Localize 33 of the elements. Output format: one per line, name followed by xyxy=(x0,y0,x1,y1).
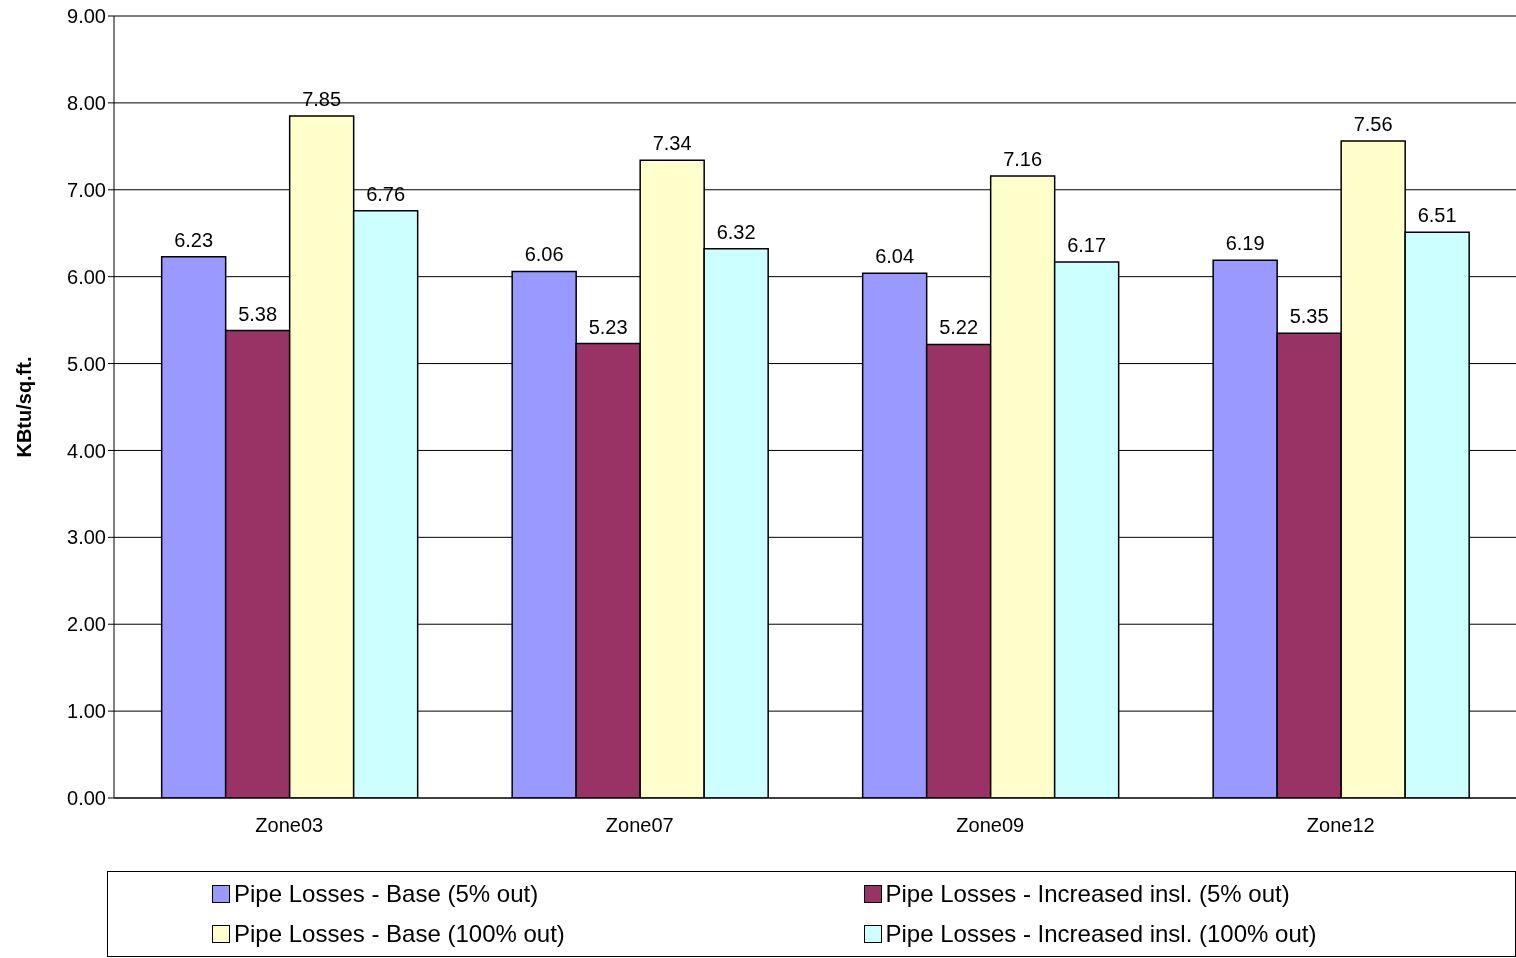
x-tick-label: Zone09 xyxy=(956,814,1025,837)
data-label: 6.23 xyxy=(174,228,214,251)
y-tick-label: 2.00 xyxy=(67,613,106,636)
x-tick-label: Zone03 xyxy=(255,814,324,837)
data-label: 6.19 xyxy=(1225,232,1265,255)
y-tick-label: 3.00 xyxy=(67,526,106,549)
y-tick-label: 1.00 xyxy=(67,700,106,723)
y-tick-label: 0.00 xyxy=(67,787,106,810)
legend-label: Pipe Losses - Base (100% out) xyxy=(234,920,565,948)
data-label: 6.51 xyxy=(1417,204,1457,227)
legend-label: Pipe Losses - Base (5% out) xyxy=(234,880,539,908)
y-tick-label: 8.00 xyxy=(67,91,106,114)
data-label: 5.23 xyxy=(588,315,628,338)
legend-label: Pipe Losses - Increased insl. (100% out) xyxy=(885,920,1317,948)
data-label: 7.16 xyxy=(1003,147,1043,170)
data-label: 6.06 xyxy=(524,243,564,266)
data-label: 5.35 xyxy=(1289,305,1329,328)
y-tick-label: 4.00 xyxy=(67,439,106,462)
data-label: 6.32 xyxy=(716,220,756,243)
y-tick-label: 5.00 xyxy=(67,352,106,375)
data-label: 5.22 xyxy=(939,316,979,339)
y-tick-label: 7.00 xyxy=(67,178,106,201)
data-label: 7.56 xyxy=(1353,113,1393,136)
data-label: 7.34 xyxy=(652,132,692,155)
data-label: 5.38 xyxy=(238,302,278,325)
y-tick-label: 6.00 xyxy=(67,265,106,288)
legend-label: Pipe Losses - Increased insl. (5% out) xyxy=(885,880,1290,908)
x-tick-label: Zone07 xyxy=(605,814,674,837)
x-tick-label: Zone12 xyxy=(1306,814,1375,837)
y-tick-label: 9.00 xyxy=(67,5,106,28)
data-label: 6.04 xyxy=(875,245,915,268)
y-axis-title: KBtu/sq.ft. xyxy=(13,356,36,458)
data-label: 6.17 xyxy=(1067,233,1107,256)
